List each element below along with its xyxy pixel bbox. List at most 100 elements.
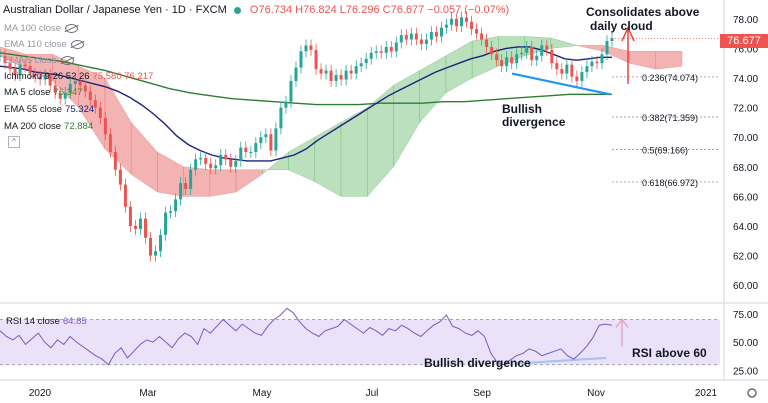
legend-item-label: EMA 55 close — [4, 104, 63, 115]
candle-body — [465, 17, 469, 22]
hidden-eye-icon[interactable] — [60, 55, 74, 65]
market-status-icon — [233, 6, 241, 14]
candle-body — [88, 91, 92, 101]
candle-body — [13, 69, 17, 76]
candle-body — [284, 101, 288, 108]
legend-item[interactable]: EMA 55 close 75.324 — [4, 104, 94, 115]
candle-body — [470, 21, 474, 30]
candle-body — [274, 128, 278, 151]
time-tick-label: Mar — [139, 388, 157, 399]
candle-body — [78, 80, 82, 86]
legend-item-value: 72.884 — [64, 121, 94, 132]
candle-body — [154, 251, 158, 256]
cloud-segment — [655, 51, 683, 70]
legend-item[interactable]: EMA 5 close — [4, 55, 74, 66]
candle-body — [520, 52, 524, 55]
cloud-segment — [262, 151, 289, 175]
candle-body — [394, 42, 398, 52]
legend-item-label: EMA 110 close — [4, 39, 67, 50]
price-tick-label: 74.00 — [733, 74, 758, 85]
rsi-band — [0, 319, 720, 365]
hidden-eye-icon[interactable] — [70, 39, 84, 49]
candle-body — [414, 33, 418, 40]
rsi-legend-name[interactable]: RSI 14 close — [6, 316, 60, 327]
candle-body — [229, 159, 233, 167]
candle-body — [585, 66, 589, 73]
candle-body — [138, 218, 142, 229]
candle-body — [605, 41, 609, 55]
candle-body — [525, 46, 529, 53]
candle-body — [23, 64, 27, 67]
candle-body — [314, 49, 318, 70]
rsi-legend-value: 64.85 — [62, 316, 87, 327]
candle-body — [174, 199, 178, 212]
fibonacci-levels: 0.236(74.074) 0.382(71.359) 0.5(69.166) 0.6… — [612, 73, 720, 188]
rsi-line — [0, 307, 613, 366]
candle-body — [113, 152, 117, 170]
settings-gear-icon — [747, 388, 757, 398]
hidden-eye-icon[interactable] — [65, 23, 79, 33]
candle-body — [299, 51, 303, 68]
symbol-title[interactable]: Australian Dollar / Japanese Yen · 1D · … — [3, 4, 227, 16]
rsi-legend: RSI 14 close 64.85 — [6, 316, 87, 327]
cloud-segment — [393, 70, 420, 168]
candle-body — [500, 60, 504, 67]
candle-body — [73, 80, 77, 84]
cloud-segment — [629, 51, 657, 70]
candle-body — [269, 134, 273, 151]
candle-body — [189, 169, 193, 189]
candle-body — [118, 169, 122, 185]
candle-body — [349, 70, 353, 74]
cloud-segment — [235, 169, 263, 193]
candle-body — [560, 69, 564, 74]
candle-body — [58, 92, 62, 99]
candle-body — [369, 52, 373, 59]
candle-body — [294, 67, 298, 81]
rsi-tick-label: 50.00 — [733, 338, 758, 349]
ma200-line — [0, 52, 612, 106]
text-layer: 60.00 62.00 64.00 66.00 68.00 70.00 72.00 74.00… — [29, 5, 759, 399]
candle-body — [359, 63, 363, 67]
candle-body — [98, 107, 102, 118]
time-tick-label: 2020 — [29, 388, 52, 399]
legend-item-label: Ichimoku 9 26 52 26 — [4, 71, 90, 82]
candle-body — [535, 55, 539, 61]
legend-item[interactable]: MA 100 close — [4, 23, 79, 34]
current-price-tag: 76.677 — [720, 34, 768, 48]
legend-item-label: EMA 5 close — [4, 55, 57, 66]
fib-level-label: 0.382(71.359) — [642, 113, 698, 123]
candle-body — [63, 92, 67, 99]
fib-level-label: 0.236(74.074) — [642, 73, 698, 83]
collapse-legend-button[interactable]: ^ — [8, 136, 20, 148]
legend-item[interactable]: MA 5 close 76.347 — [4, 87, 83, 98]
legend-item[interactable]: MA 200 close 72.884 — [4, 121, 93, 132]
candle-body — [33, 73, 37, 77]
candle-body — [409, 33, 413, 40]
candle-body — [460, 17, 464, 27]
candle-body — [264, 134, 268, 138]
candle-body — [354, 66, 358, 74]
candle-body — [419, 39, 423, 44]
candle-body — [505, 57, 509, 67]
time-tick-label: Sep — [473, 388, 491, 399]
candle-body — [169, 211, 173, 213]
candle-body — [133, 226, 137, 229]
cloud-segment — [209, 169, 237, 197]
price-series-layer — [0, 11, 720, 262]
candle-body — [143, 218, 147, 238]
legend-item[interactable]: EMA 110 close — [4, 39, 84, 50]
candle-body — [164, 212, 168, 235]
candle-body — [374, 51, 378, 53]
candle-body — [555, 63, 559, 70]
candle-body — [244, 147, 248, 152]
candle-body — [103, 117, 107, 135]
candle-body — [159, 234, 163, 252]
cloud-segment — [130, 121, 158, 193]
price-divergence-line — [511, 72, 611, 96]
candle-body — [570, 64, 574, 77]
candle-body — [289, 80, 293, 102]
candle-body — [28, 66, 32, 74]
legend-item[interactable]: Ichimoku 9 26 52 26 75.580 76.217 — [4, 71, 153, 82]
legend-item-label: MA 5 close — [4, 87, 51, 98]
candle-body — [184, 183, 188, 189]
